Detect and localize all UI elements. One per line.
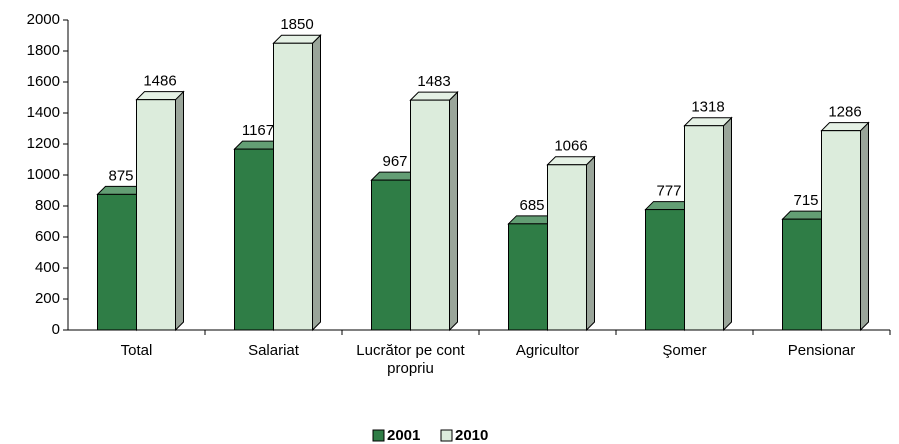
bar-top [409, 91, 459, 101]
value-label: 1318 [691, 99, 724, 116]
x-tick-label: Salariat [248, 342, 299, 359]
bar [546, 155, 596, 332]
y-tick-label: 200 [35, 290, 60, 307]
x-tick-label: Total [120, 342, 153, 359]
y-tick-label: 600 [35, 228, 60, 245]
x-tick-label: Agricultor [515, 342, 580, 359]
bar [272, 34, 322, 332]
x-tick-label: Lucrător pe cont propriu [356, 342, 465, 377]
y-tick-label: 0 [52, 321, 60, 338]
bar [409, 90, 459, 332]
legend-label: 2010 [455, 427, 488, 444]
legend-swatch [440, 429, 453, 442]
bar-front [684, 125, 724, 331]
bar-side [860, 121, 869, 332]
value-label: 875 [108, 167, 133, 184]
bar-front [508, 223, 548, 331]
bar-side [175, 90, 184, 332]
y-tick-label: 2000 [27, 11, 60, 28]
value-label: 685 [519, 197, 544, 214]
y-tick-label: 1600 [27, 73, 60, 90]
bar-front [821, 130, 861, 331]
bar-side [312, 34, 321, 332]
bar-side [449, 90, 458, 332]
value-label: 967 [382, 153, 407, 170]
bar-top [683, 117, 733, 127]
value-label: 1850 [280, 16, 313, 33]
y-tick-label: 1200 [27, 135, 60, 152]
y-tick-label: 1800 [27, 42, 60, 59]
value-label: 715 [793, 192, 818, 209]
x-tick-label: Pensionar [787, 342, 856, 359]
bar-front [97, 193, 137, 331]
bar [135, 90, 185, 332]
bar-top [546, 156, 596, 166]
bar-side [586, 155, 595, 332]
y-tick-label: 1000 [27, 166, 60, 183]
y-tick-label: 1400 [27, 104, 60, 121]
value-label: 1167 [242, 122, 274, 139]
bar-top [820, 122, 870, 132]
bar-front [234, 148, 274, 331]
y-tick-label: 800 [35, 197, 60, 214]
value-label: 1483 [417, 73, 450, 90]
bar-top [135, 91, 185, 101]
value-label: 1486 [143, 73, 176, 90]
bar-front [782, 218, 822, 331]
value-label: 777 [656, 183, 681, 200]
bar-side [723, 116, 732, 332]
bar-front [136, 99, 176, 331]
legend-swatch [372, 429, 385, 442]
bar-top [272, 34, 322, 44]
value-label: 1286 [828, 104, 861, 121]
bar-front [273, 42, 313, 331]
bar-front [371, 179, 411, 331]
y-tick-label: 400 [35, 259, 60, 276]
bar-front [645, 209, 685, 331]
x-tick-label: Şomer [662, 342, 707, 359]
legend-label: 2001 [387, 427, 420, 444]
bar [683, 116, 733, 332]
value-label: 1066 [554, 138, 587, 155]
bar-front [547, 164, 587, 331]
bar [820, 121, 870, 332]
bar-front [410, 99, 450, 331]
